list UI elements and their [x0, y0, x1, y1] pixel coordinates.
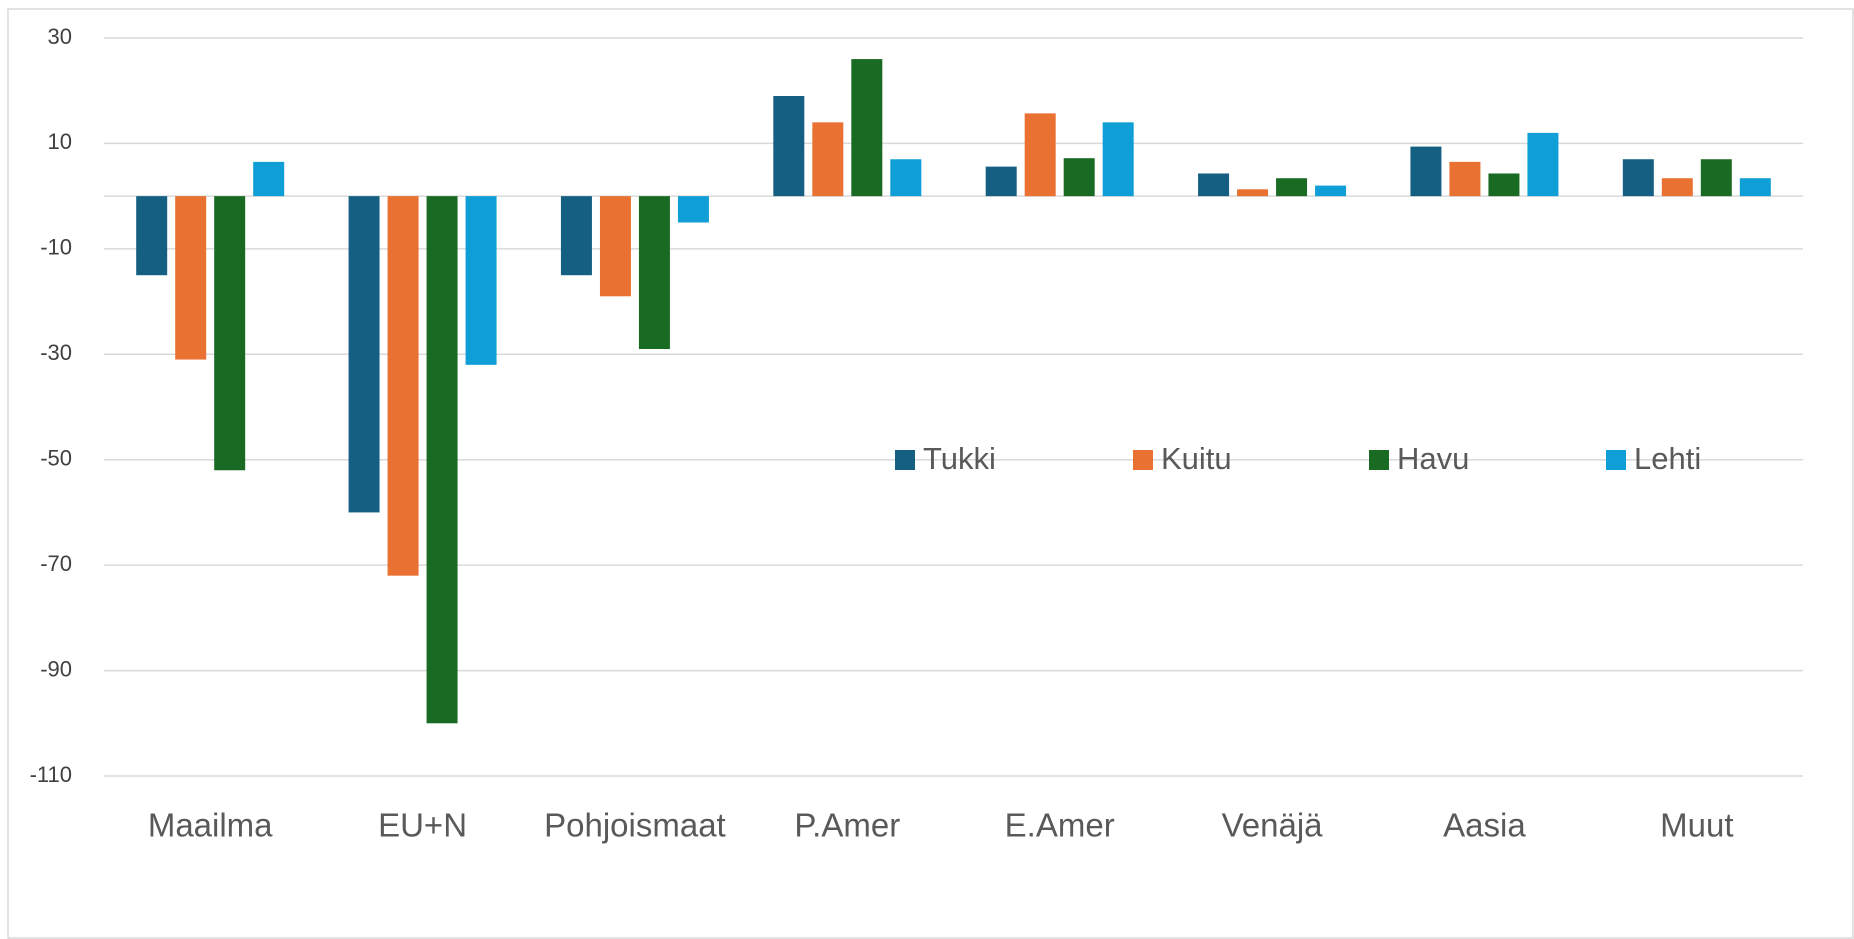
bar — [1315, 185, 1347, 197]
bar — [136, 196, 168, 276]
bar — [599, 196, 631, 297]
bar — [1410, 146, 1442, 197]
x-tick-label: P.Amer — [794, 807, 900, 844]
y-tick-label: -50 — [40, 446, 72, 471]
bar — [175, 196, 207, 360]
bar — [1622, 159, 1654, 197]
bar — [1237, 189, 1269, 197]
bar — [1661, 178, 1693, 197]
y-tick-label: -30 — [40, 340, 72, 365]
bar — [348, 196, 380, 513]
bar — [985, 166, 1017, 197]
legend-swatch — [1133, 450, 1153, 470]
bar — [387, 196, 419, 576]
chart-border — [7, 8, 1854, 939]
bar — [1700, 159, 1732, 197]
bar — [1488, 173, 1520, 197]
x-tick-label: Venäjä — [1222, 807, 1324, 844]
bar — [638, 196, 670, 350]
bar — [253, 161, 285, 197]
x-tick-label: Aasia — [1443, 807, 1526, 844]
bar — [560, 196, 592, 276]
legend-swatch — [895, 450, 915, 470]
bar — [1198, 173, 1230, 197]
bar — [1276, 178, 1308, 197]
bar — [812, 122, 844, 197]
y-tick-label: -110 — [30, 762, 72, 787]
bar — [773, 95, 805, 197]
x-tick-label: Muut — [1660, 807, 1733, 844]
bar — [1063, 158, 1095, 197]
bar — [465, 196, 497, 365]
bar — [426, 196, 458, 724]
bar — [890, 159, 922, 197]
legend-label: Tukki — [923, 441, 996, 476]
x-tick-label: E.Amer — [1005, 807, 1115, 844]
bar — [851, 59, 883, 197]
y-tick-label: -90 — [40, 656, 72, 681]
bar — [1449, 161, 1481, 197]
legend-swatch — [1606, 450, 1626, 470]
bar — [214, 196, 246, 471]
y-tick-label: -10 — [40, 235, 72, 260]
x-tick-label: EU+N — [378, 807, 467, 844]
y-tick-label: 30 — [48, 24, 72, 49]
bar — [1739, 178, 1771, 197]
legend-label: Havu — [1397, 441, 1469, 476]
legend-label: Lehti — [1634, 441, 1701, 476]
legend-label: Kuitu — [1161, 441, 1232, 476]
bar — [1527, 132, 1559, 197]
bar — [1024, 113, 1056, 197]
y-tick-label: -70 — [40, 551, 72, 576]
x-tick-label: Maailma — [148, 807, 273, 844]
legend-swatch — [1369, 450, 1389, 470]
bar — [677, 196, 709, 223]
bar — [1102, 122, 1134, 197]
y-tick-label: 10 — [48, 129, 72, 154]
x-tick-label: Pohjoismaat — [544, 807, 726, 844]
